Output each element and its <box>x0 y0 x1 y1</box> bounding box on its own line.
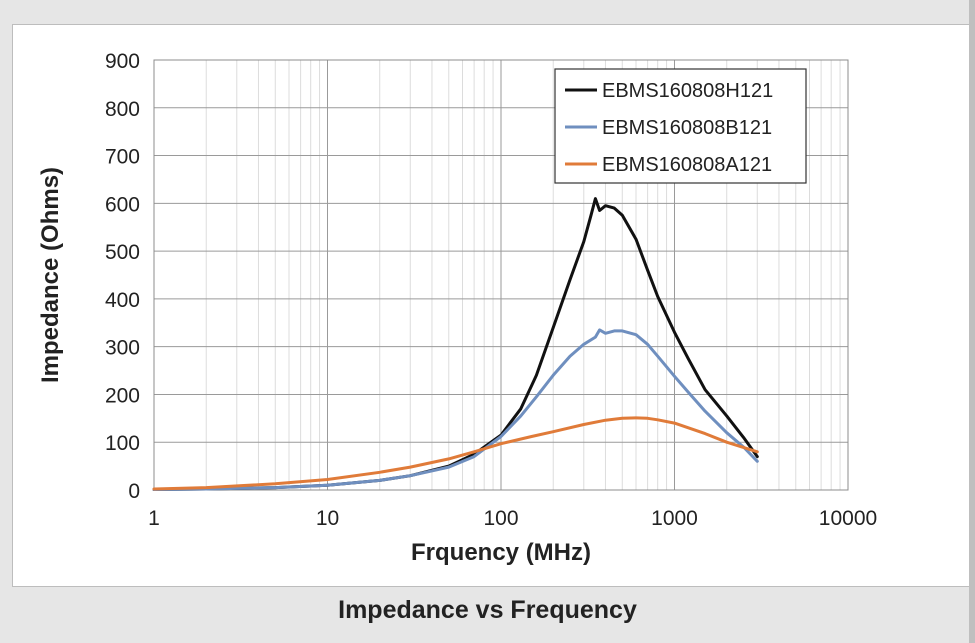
y-tick-label: 200 <box>105 384 140 407</box>
y-tick-label: 700 <box>105 146 140 169</box>
x-tick-label: 1000 <box>651 507 698 530</box>
y-tick-label: 500 <box>105 241 140 264</box>
legend-label: EBMS160808H121 <box>602 80 773 102</box>
series-line <box>152 328 759 491</box>
y-tick-label: 900 <box>105 50 140 73</box>
scroll-edge <box>969 0 975 643</box>
x-tick-label: 100 <box>483 507 518 530</box>
x-tick-label: 10 <box>316 507 339 530</box>
chart-panel: 0 100 200 300 400 500 600 700 800 900 1 10 100 1000 10… <box>12 24 970 587</box>
y-axis-label: Impedance (Ohms) <box>37 167 64 383</box>
legend-label: EBMS160808A121 <box>602 154 772 176</box>
legend-label: EBMS160808B121 <box>602 117 772 139</box>
x-axis-label: Frquency (MHz) <box>411 539 591 566</box>
impedance-chart: 0 100 200 300 400 500 600 700 800 900 1 10 100 1000 10… <box>37 50 877 566</box>
chart-frame: 0 100 200 300 400 500 600 700 800 900 1 10 100 1000 10… <box>0 10 975 588</box>
x-tick-label: 1 <box>148 507 160 530</box>
y-tick-label: 800 <box>105 98 140 121</box>
x-tick-label: 10000 <box>819 507 877 530</box>
y-tick-label: 400 <box>105 289 140 312</box>
y-tick-label: 100 <box>105 432 140 455</box>
y-tick-label: 300 <box>105 337 140 360</box>
series-line <box>152 416 759 491</box>
figure-caption: Impedance vs Frequency <box>0 588 975 643</box>
plot-area-border <box>153 59 849 491</box>
y-tick-label: 600 <box>105 193 140 216</box>
y-tick-label: 0 <box>128 480 140 503</box>
